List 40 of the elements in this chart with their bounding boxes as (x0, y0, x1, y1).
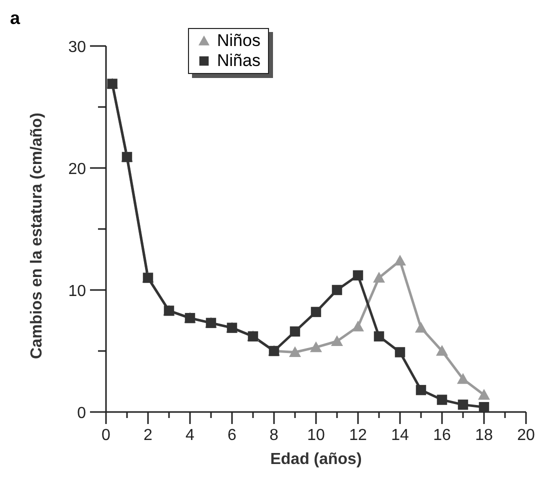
legend-label: Niñas (217, 51, 260, 71)
x-tick-label: 20 (517, 427, 535, 444)
x-tick-label: 2 (144, 427, 153, 444)
point (478, 402, 490, 412)
point (290, 326, 300, 337)
x-tick-label: 8 (270, 427, 279, 444)
point (415, 322, 427, 333)
point (457, 373, 469, 384)
point (436, 345, 448, 356)
point (332, 284, 342, 296)
y-tick-label: 10 (68, 283, 86, 300)
point (416, 384, 426, 396)
y-tick-label: 0 (77, 405, 86, 422)
y-tick-label: 20 (68, 161, 86, 178)
point (478, 388, 490, 400)
x-tick-label: 16 (433, 427, 451, 444)
x-tick-label: 0 (102, 427, 111, 444)
point (331, 335, 343, 346)
point (373, 272, 385, 283)
point (394, 347, 406, 358)
point (436, 394, 448, 405)
point (352, 270, 364, 280)
x-tick-label: 4 (186, 427, 195, 444)
x-tick-label: 12 (349, 427, 367, 444)
legend-label: Niños (217, 31, 260, 51)
x-axis-title: Edad (años) (270, 451, 362, 468)
point (352, 320, 364, 332)
point (310, 341, 322, 352)
point (310, 306, 322, 318)
point (458, 400, 468, 410)
x-tick-label: 18 (475, 427, 493, 444)
point (394, 254, 406, 266)
point (374, 331, 384, 342)
x-tick-label: 6 (228, 427, 237, 444)
text: a (10, 8, 20, 29)
x-tick-label: 14 (391, 427, 409, 444)
x-tick-label: 10 (307, 427, 325, 444)
point (289, 346, 301, 358)
y-axis-title: Cambios en la estatura (cm/año) (28, 112, 46, 359)
y-tick-label: 30 (68, 39, 86, 56)
